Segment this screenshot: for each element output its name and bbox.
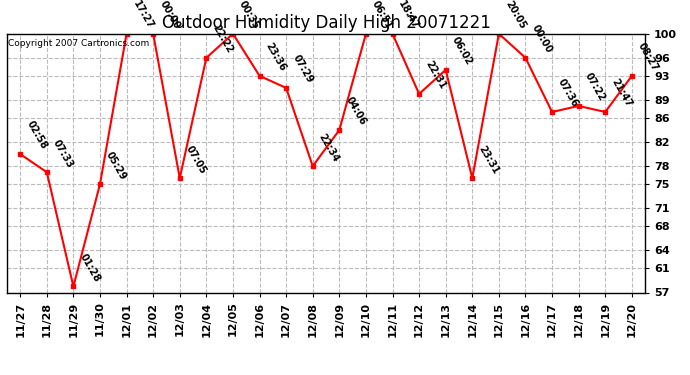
Text: 07:22: 07:22	[583, 71, 607, 103]
Text: 02:58: 02:58	[24, 119, 48, 152]
Text: 22:22: 22:22	[210, 23, 235, 55]
Text: 07:33: 07:33	[51, 138, 75, 170]
Text: 00:00: 00:00	[157, 0, 181, 31]
Text: 18:47: 18:47	[397, 0, 421, 31]
Text: 05:29: 05:29	[104, 150, 128, 182]
Text: 07:29: 07:29	[290, 53, 315, 85]
Text: 06:02: 06:02	[450, 35, 474, 67]
Text: Copyright 2007 Cartronics.com: Copyright 2007 Cartronics.com	[8, 39, 150, 48]
Text: 21:47: 21:47	[609, 77, 633, 109]
Text: 22:31: 22:31	[423, 59, 447, 91]
Text: 20:05: 20:05	[503, 0, 527, 31]
Text: 07:36: 07:36	[556, 77, 580, 109]
Text: 06:51: 06:51	[370, 0, 394, 31]
Text: 00:35: 00:35	[237, 0, 262, 31]
Title: Outdoor Humidity Daily High 20071221: Outdoor Humidity Daily High 20071221	[161, 14, 491, 32]
Text: 23:31: 23:31	[477, 144, 501, 176]
Text: 07:05: 07:05	[184, 144, 208, 176]
Text: 00:00: 00:00	[530, 23, 554, 55]
Text: 17:27: 17:27	[130, 0, 155, 31]
Text: 08:27: 08:27	[636, 41, 660, 73]
Text: 01:28: 01:28	[77, 252, 101, 284]
Text: 23:36: 23:36	[264, 41, 288, 73]
Text: 22:34: 22:34	[317, 132, 341, 164]
Text: 04:06: 04:06	[344, 95, 368, 127]
